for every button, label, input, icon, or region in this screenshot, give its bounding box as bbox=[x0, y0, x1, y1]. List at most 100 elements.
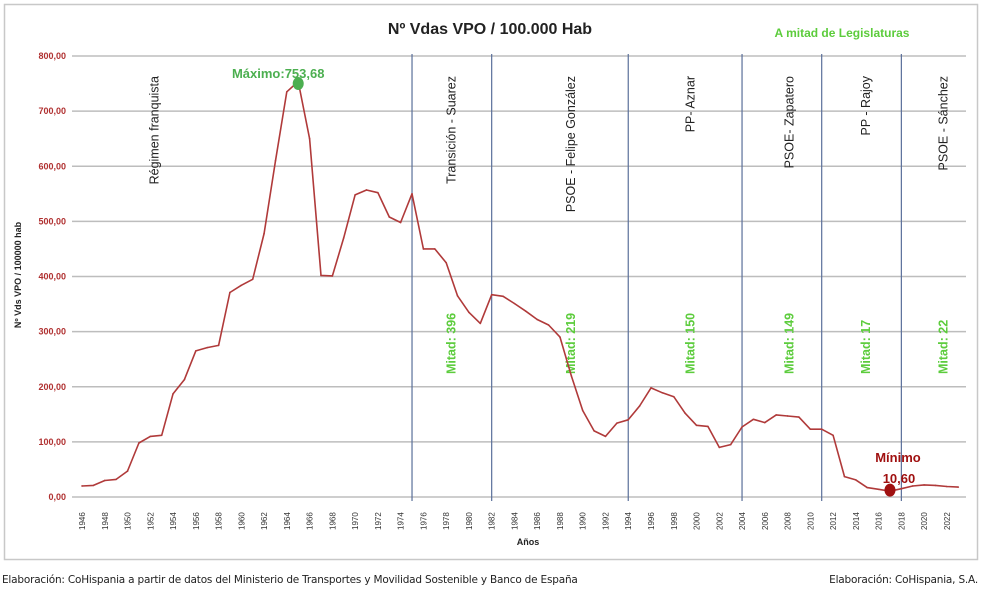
x-tick-label: 1978 bbox=[442, 512, 451, 530]
data-point bbox=[206, 346, 208, 349]
data-point bbox=[115, 478, 117, 481]
data-point bbox=[832, 434, 834, 437]
data-point bbox=[877, 488, 880, 491]
data-point bbox=[286, 91, 288, 93]
data-point bbox=[342, 237, 345, 239]
data-point bbox=[707, 425, 709, 428]
x-tick-label: 1982 bbox=[488, 512, 497, 530]
data-point bbox=[900, 487, 903, 490]
data-point bbox=[274, 159, 277, 162]
data-point bbox=[593, 430, 595, 432]
x-tick-label: 1994 bbox=[624, 512, 633, 530]
period-label: PSOE - Felipe González bbox=[564, 76, 578, 212]
period-label: PSOE- Zapatero bbox=[783, 76, 797, 168]
y-tick-label: 100,00 bbox=[38, 437, 66, 447]
x-tick-label: 1974 bbox=[397, 512, 406, 530]
mitad-label: Mitad: 150 bbox=[684, 313, 698, 374]
data-point bbox=[422, 248, 425, 250]
data-point bbox=[263, 232, 265, 235]
mitad-label: Mitad: 22 bbox=[936, 320, 950, 374]
data-point bbox=[229, 291, 231, 294]
x-tick-label: 2012 bbox=[829, 512, 838, 530]
data-point bbox=[126, 470, 129, 472]
data-point bbox=[672, 395, 675, 398]
data-point bbox=[354, 194, 356, 196]
x-tick-label: 1984 bbox=[510, 512, 519, 530]
data-point bbox=[149, 435, 152, 438]
period-label: Transición - Suarez bbox=[445, 76, 459, 184]
x-tick-label: 1962 bbox=[260, 512, 269, 530]
y-tick-label: 500,00 bbox=[38, 216, 66, 226]
data-point bbox=[866, 486, 869, 489]
data-point bbox=[365, 189, 368, 191]
x-tick-label: 1992 bbox=[601, 512, 610, 530]
y-tick-label: 800,00 bbox=[38, 51, 66, 61]
x-tick-label: 2004 bbox=[738, 512, 747, 530]
data-point bbox=[138, 442, 140, 444]
data-point bbox=[399, 221, 402, 224]
vpo-line-chart: Nº Vdas VPO / 100.000 Hab A mitad de Leg… bbox=[3, 3, 979, 561]
data-point bbox=[183, 378, 186, 381]
data-point bbox=[388, 216, 391, 218]
data-point bbox=[843, 475, 846, 478]
data-point bbox=[559, 336, 561, 338]
data-point bbox=[331, 275, 334, 277]
data-point bbox=[661, 392, 664, 394]
y-tick-label: 300,00 bbox=[38, 327, 66, 337]
data-point bbox=[160, 434, 163, 437]
max-marker bbox=[292, 77, 304, 91]
footer-source: Elaboración: CoHispania a partir de dato… bbox=[2, 574, 578, 586]
data-point bbox=[570, 374, 573, 377]
data-point bbox=[616, 422, 618, 424]
data-point bbox=[456, 294, 459, 297]
footer-credit: Elaboración: CoHispania, S.A. bbox=[829, 574, 978, 586]
x-tick-label: 1956 bbox=[192, 512, 201, 530]
y-tick-label: 0,00 bbox=[48, 492, 66, 502]
data-point bbox=[433, 248, 436, 250]
mitad-label: Mitad: 219 bbox=[564, 313, 578, 374]
x-tick-label: 1946 bbox=[78, 512, 87, 530]
data-point bbox=[513, 302, 516, 305]
chart-frame bbox=[3, 3, 979, 561]
data-point bbox=[502, 295, 504, 298]
x-tick-label: 1948 bbox=[101, 512, 110, 530]
x-tick-label: 1964 bbox=[283, 512, 292, 530]
x-tick-label: 2014 bbox=[852, 512, 861, 530]
x-tick-label: 1966 bbox=[306, 512, 315, 530]
data-point bbox=[741, 426, 743, 428]
x-tick-label: 1988 bbox=[556, 512, 565, 530]
chart-subtitle: A mitad de Legislaturas bbox=[775, 26, 910, 40]
data-point bbox=[320, 274, 322, 277]
data-point bbox=[81, 485, 83, 487]
x-tick-label: 1980 bbox=[465, 512, 474, 530]
min-label: Mínimo bbox=[875, 450, 921, 465]
y-tick-label: 200,00 bbox=[38, 382, 66, 392]
period-label: PSOE - Sánchez bbox=[936, 76, 950, 171]
data-point bbox=[855, 479, 857, 481]
x-tick-label: 1970 bbox=[351, 512, 360, 530]
data-point bbox=[809, 428, 812, 430]
x-tick-label: 2020 bbox=[920, 512, 929, 530]
data-point bbox=[195, 350, 197, 352]
x-tick-label: 2010 bbox=[806, 512, 815, 530]
x-tick-label: 1998 bbox=[670, 512, 679, 530]
data-point bbox=[923, 484, 925, 486]
mitad-label: Mitad: 149 bbox=[783, 313, 797, 374]
data-point bbox=[786, 415, 789, 417]
data-point bbox=[638, 405, 641, 407]
data-point bbox=[103, 479, 106, 482]
y-tick-label: 700,00 bbox=[38, 106, 66, 116]
data-point bbox=[536, 318, 538, 321]
x-tick-label: 1958 bbox=[215, 512, 224, 530]
data-point bbox=[911, 485, 914, 487]
x-tick-label: 1996 bbox=[647, 512, 656, 530]
mitad-label: Mitad: 396 bbox=[445, 313, 459, 374]
data-point bbox=[718, 446, 721, 449]
y-tick-label: 600,00 bbox=[38, 161, 66, 171]
x-tick-label: 2018 bbox=[897, 512, 906, 530]
data-point bbox=[946, 485, 948, 488]
x-axis-label: Años bbox=[517, 537, 540, 547]
data-point bbox=[798, 416, 800, 418]
x-tick-label: 2002 bbox=[715, 512, 724, 530]
data-point bbox=[217, 344, 220, 347]
